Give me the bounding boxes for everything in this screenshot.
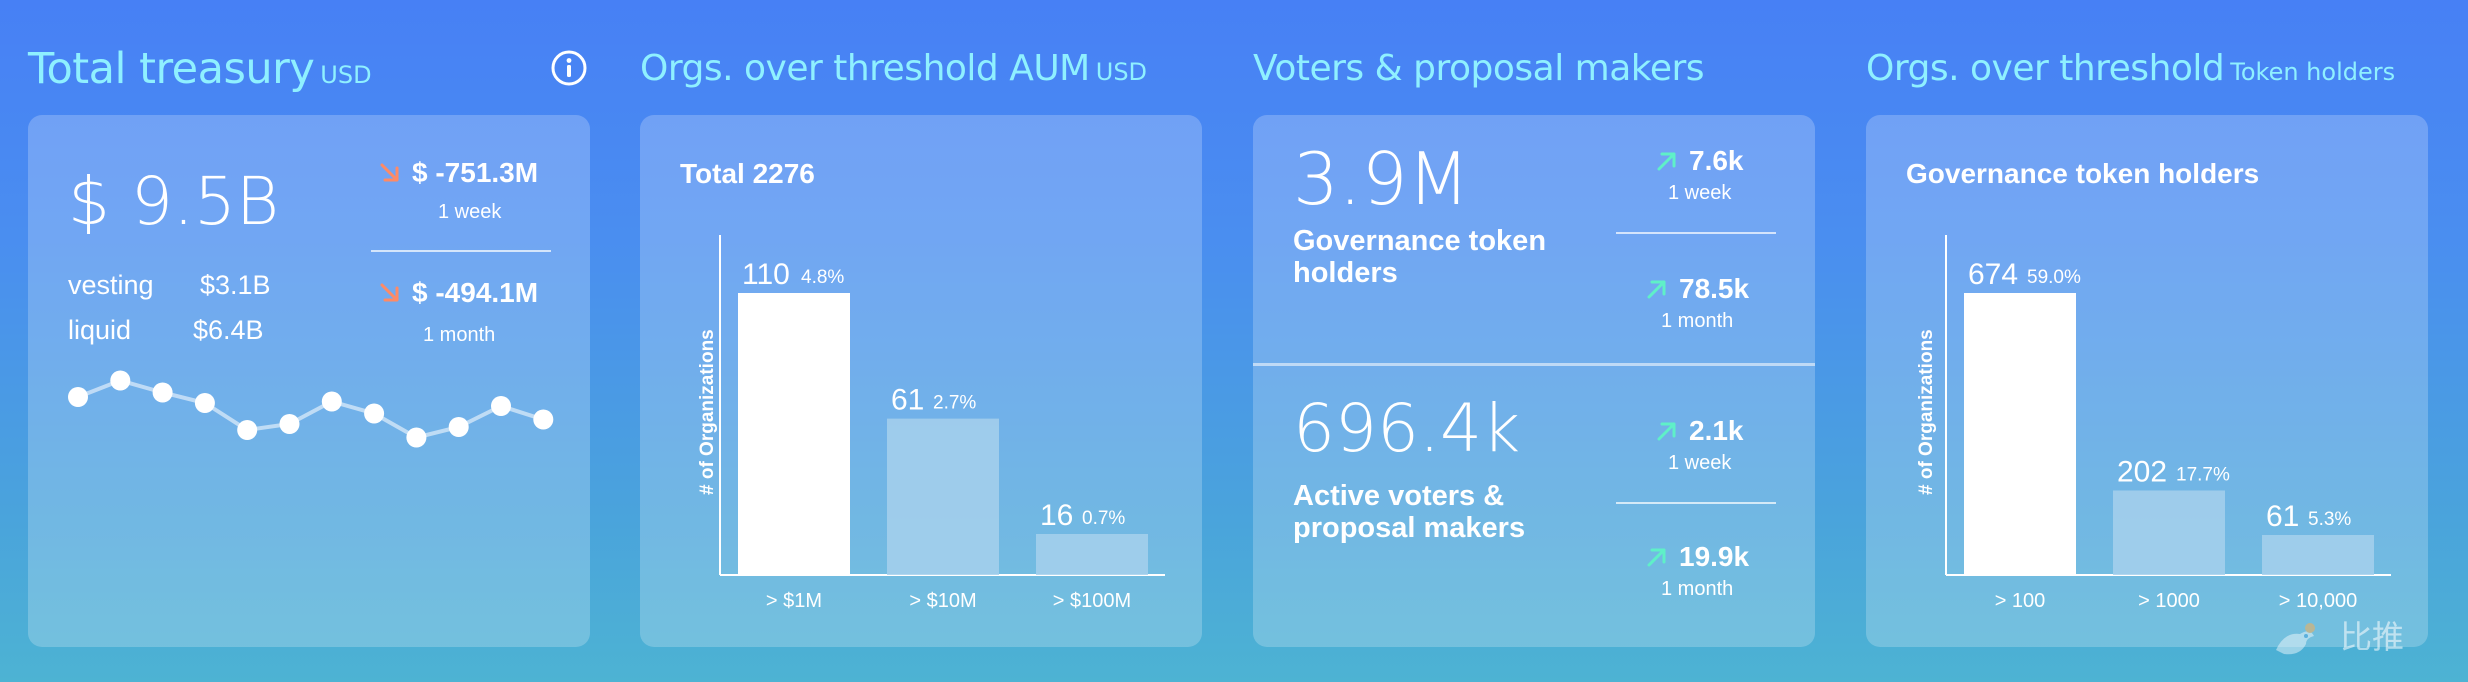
active-change-month-period: 1 month bbox=[1661, 578, 1734, 600]
holders-label: Governance token holders bbox=[1293, 225, 1547, 289]
holders-percent-label: 59.0% bbox=[2027, 267, 2081, 288]
sparkline-point bbox=[364, 403, 385, 424]
voters-title: Voters & proposal makers bbox=[1253, 48, 1705, 89]
holders-chart-title: Governance token holders bbox=[1906, 158, 2260, 189]
active-change-month-value: 19.9k bbox=[1679, 541, 1750, 572]
arrow-up-right-icon bbox=[1647, 548, 1666, 567]
holders-category-label: > 1000 bbox=[2138, 590, 2200, 612]
holders-bar bbox=[2113, 490, 2225, 575]
vesting-label: vesting bbox=[68, 270, 154, 300]
aum-value-label: 110 bbox=[742, 258, 790, 291]
treasury-title: Total treasury bbox=[28, 44, 315, 94]
holders-bar-chart: 674 59.0% > 100 202 17.7% > 1000 61 5.3% > 10,00… bbox=[1945, 235, 2391, 612]
aum-bar bbox=[738, 293, 850, 575]
sparkline-point bbox=[533, 409, 554, 430]
holders-bar bbox=[1964, 293, 2076, 575]
holders-category-label: > 10,000 bbox=[2279, 590, 2357, 612]
aum-percent-label: 4.8% bbox=[801, 267, 844, 288]
holders-change-week-value: 7.6k bbox=[1689, 145, 1744, 176]
sparkline-point bbox=[237, 420, 258, 440]
holders-percent-label: 17.7% bbox=[2176, 464, 2230, 485]
sparkline-point bbox=[406, 427, 427, 448]
aum-bar bbox=[1036, 533, 1148, 575]
aum-unit: USD bbox=[1095, 58, 1148, 86]
active-change-week-period: 1 week bbox=[1668, 452, 1732, 474]
liquid-label: liquid bbox=[68, 315, 132, 345]
liquid-value: $6.4B bbox=[193, 315, 264, 345]
section-divider bbox=[1253, 363, 1815, 366]
treasury-change-month-value: $ -494.1M bbox=[412, 277, 539, 308]
bird-logo-icon bbox=[2276, 623, 2315, 655]
aum-percent-label: 2.7% bbox=[933, 393, 976, 414]
holders-change-month-value: 78.5k bbox=[1679, 273, 1750, 304]
sparkline-point bbox=[321, 391, 342, 412]
holders-change-month: 78.5k bbox=[1645, 273, 1749, 305]
watermark-logo: 比推 bbox=[2270, 608, 2430, 668]
holders-title: Orgs. over threshold bbox=[1866, 48, 2225, 89]
sparkline-point bbox=[448, 417, 469, 437]
treasury-change-month: $ -494.1M bbox=[378, 277, 538, 309]
divider bbox=[371, 250, 551, 252]
info-icon[interactable] bbox=[549, 48, 589, 88]
active-voters-label: Active voters & proposal makers bbox=[1293, 480, 1526, 544]
voters-section-title: Voters & proposal makers bbox=[1253, 44, 1705, 94]
divider bbox=[1616, 232, 1776, 234]
sparkline-point bbox=[279, 414, 300, 434]
treasury-change-week: $ -751.3M bbox=[378, 157, 538, 189]
active-change-week-value: 2.1k bbox=[1689, 415, 1744, 446]
treasury-change-week-period: 1 week bbox=[438, 201, 502, 223]
voters-card: 3.9M Governance token holders 7.6k 1 wee… bbox=[1253, 115, 1815, 647]
aum-title: Orgs. over threshold AUM bbox=[640, 48, 1090, 89]
arrow-up-right-icon bbox=[1657, 152, 1676, 171]
holders-change-week-period: 1 week bbox=[1668, 182, 1732, 204]
holders-percent-label: 5.3% bbox=[2308, 509, 2351, 530]
holders-unit: Token holders bbox=[2230, 58, 2396, 86]
aum-bar-chart: 110 4.8% > $1M 61 2.7% > $10M 16 0.7% > $100M bbox=[719, 235, 1165, 612]
vesting-value: $3.1B bbox=[200, 270, 271, 300]
aum-total: Total 2276 bbox=[680, 158, 815, 189]
holders-change-month-period: 1 month bbox=[1661, 310, 1734, 332]
holders-value-label: 61 bbox=[2266, 500, 2299, 533]
aum-bar bbox=[887, 418, 999, 575]
treasury-unit: USD bbox=[320, 61, 372, 89]
aum-card: Total 2276 # of Organizations 110 4.8% > $… bbox=[640, 115, 1202, 647]
treasury-change-week-value: $ -751.3M bbox=[412, 157, 539, 188]
active-change-week: 2.1k bbox=[1655, 415, 1744, 447]
aum-percent-label: 0.7% bbox=[1082, 508, 1125, 529]
holders-card: Governance token holders # of Organizati… bbox=[1866, 115, 2428, 647]
treasury-change-month-period: 1 month bbox=[423, 324, 496, 346]
watermark-text: 比推 bbox=[2340, 618, 2405, 656]
aum-section-title: Orgs. over threshold AUM USD bbox=[640, 44, 1147, 94]
arrow-down-right-icon bbox=[380, 163, 399, 182]
aum-value-label: 16 bbox=[1040, 499, 1073, 532]
aum-category-label: > $1M bbox=[766, 590, 822, 612]
holders-bar bbox=[2262, 535, 2374, 575]
treasury-sparkline bbox=[68, 370, 554, 448]
holders-value-label: 202 bbox=[2117, 455, 2167, 488]
holders-category-label: > 100 bbox=[1995, 590, 2046, 612]
holders-section-title: Orgs. over threshold Token holders bbox=[1866, 44, 2395, 94]
active-voters-count: 696.4k bbox=[1293, 390, 1521, 467]
holders-count: 3.9M bbox=[1293, 137, 1470, 221]
active-change-month: 19.9k bbox=[1645, 541, 1749, 573]
divider bbox=[1616, 502, 1776, 504]
arrow-down-right-icon bbox=[380, 283, 399, 302]
treasury-total: $ 9.5B bbox=[68, 163, 280, 240]
aum-category-label: > $10M bbox=[909, 590, 976, 612]
treasury-card: $ 9.5B vesting $3.1B liquid $6.4B $ -751… bbox=[28, 115, 590, 647]
sparkline-point bbox=[194, 393, 215, 413]
sparkline-point bbox=[491, 396, 511, 416]
holders-change-week: 7.6k bbox=[1655, 145, 1744, 177]
aum-category-label: > $100M bbox=[1053, 590, 1131, 612]
arrow-up-right-icon bbox=[1647, 280, 1666, 299]
sparkline-series-line bbox=[77, 378, 544, 440]
treasury-section-title: Total treasury USD bbox=[28, 44, 372, 94]
aum-value-label: 61 bbox=[891, 384, 924, 417]
sparkline-point bbox=[152, 382, 173, 403]
sparkline-point bbox=[68, 387, 88, 407]
holders-value-label: 674 bbox=[1968, 258, 2018, 291]
sparkline-point bbox=[110, 370, 131, 391]
arrow-up-right-icon bbox=[1657, 422, 1676, 441]
